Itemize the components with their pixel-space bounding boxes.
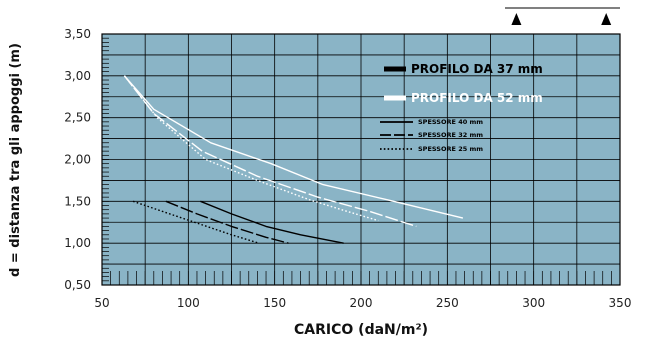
- top-scale-marker: [601, 13, 612, 25]
- legend: PROFILO DA 37 mm PROFILO DA 52 mm SPESSO…: [380, 62, 543, 153]
- y-tick-label: 1,50: [64, 194, 91, 208]
- series-line-52mm-25mm: [123, 75, 379, 222]
- x-tick-labels: 50 100 150 200 250 300 350: [94, 296, 631, 310]
- y-tick-label: 0,50: [64, 278, 91, 292]
- y-axis-title: d = distanza tra gli appoggi (m): [8, 43, 23, 277]
- top-scale: [505, 7, 620, 25]
- grid: [102, 34, 620, 285]
- series-lines: [123, 75, 464, 244]
- x-tick-label: 250: [436, 296, 459, 310]
- legend-label-52mm: PROFILO DA 52 mm: [411, 91, 543, 105]
- x-axis-title: CARICO (daN/m²): [294, 322, 428, 338]
- series-line-37mm-40mm: [200, 200, 344, 244]
- top-scale-marker: [511, 13, 522, 25]
- y-tick-label: 2,50: [64, 111, 91, 125]
- x-tick-label: 150: [263, 296, 286, 310]
- x-tick-label: 300: [522, 296, 545, 310]
- series-line-37mm-32mm: [165, 200, 289, 244]
- x-tick-label: 350: [609, 296, 632, 310]
- y-tick-label: 1,00: [64, 236, 91, 250]
- legend-label-solid: SPESSORE 40 mm: [418, 118, 483, 126]
- series-line-52mm-32mm: [123, 75, 417, 228]
- y-tick-labels: 0,50 1,00 1,50 2,00 2,50 3,00 3,50: [64, 27, 91, 292]
- series-line-52mm-40mm: [123, 75, 464, 219]
- y-tick-label: 2,00: [64, 153, 91, 167]
- x-tick-label: 50: [94, 296, 109, 310]
- x-tick-label: 200: [350, 296, 373, 310]
- y-tick-label: 3,00: [64, 69, 91, 83]
- x-tick-label: 100: [177, 296, 200, 310]
- y-tick-label: 3,50: [64, 27, 91, 41]
- minor-ticks: [102, 33, 612, 285]
- legend-label-37mm: PROFILO DA 37 mm: [411, 62, 543, 76]
- legend-label-dotted: SPESSORE 25 mm: [418, 145, 483, 153]
- plot-frame: [101, 33, 621, 286]
- legend-label-dashed: SPESSORE 32 mm: [418, 131, 483, 139]
